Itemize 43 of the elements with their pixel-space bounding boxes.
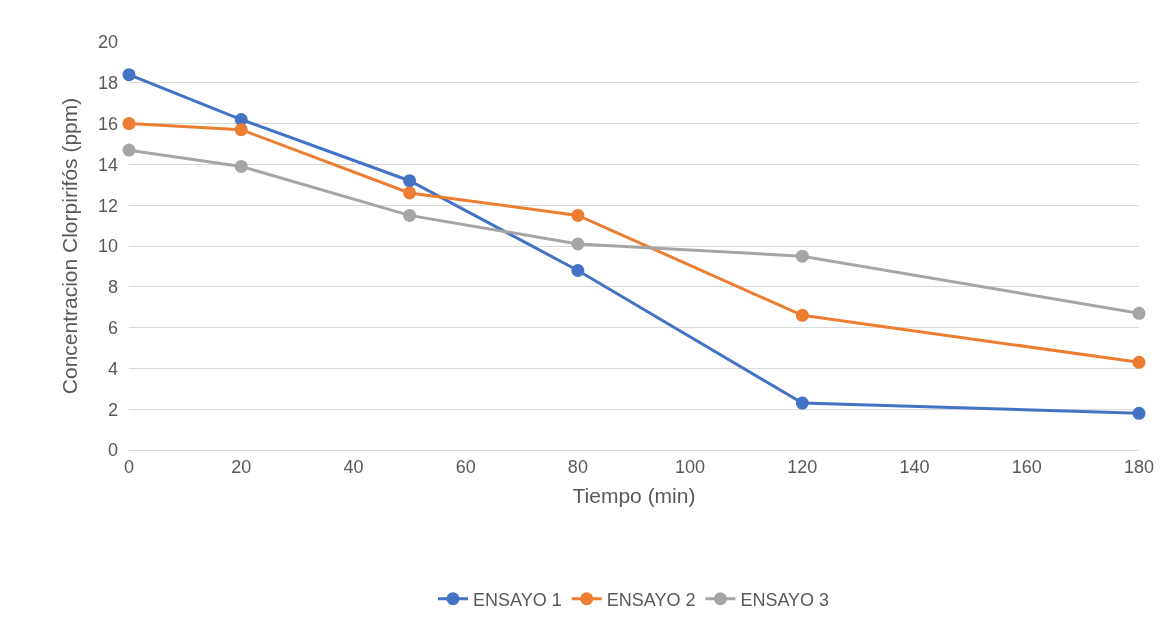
- point: [795, 249, 809, 263]
- y-axis-title: Concentracion Clorpirifós (ppm): [58, 97, 82, 395]
- legend-label: ENSAYO 1: [473, 589, 562, 610]
- point: [571, 237, 585, 251]
- y-tick-label: 2: [107, 399, 118, 420]
- point: [571, 263, 585, 277]
- x-tick-label: 160: [1011, 456, 1042, 477]
- legend-label: ENSAYO 3: [740, 589, 830, 610]
- legend-label: ENSAYO 2: [606, 589, 696, 610]
- point: [1132, 406, 1146, 420]
- x-tick-label: 80: [567, 456, 588, 477]
- point: [571, 208, 585, 222]
- point: [795, 308, 809, 322]
- x-tick-label: 20: [231, 456, 252, 477]
- point: [122, 143, 136, 157]
- x-tick-label: 140: [899, 456, 930, 477]
- y-tick-label: 14: [97, 154, 118, 175]
- y-tick-label: 6: [107, 317, 118, 338]
- x-tick-label: 120: [787, 456, 818, 477]
- point: [122, 117, 136, 131]
- point: [795, 396, 809, 410]
- point: [403, 208, 417, 222]
- y-tick-label: 0: [107, 440, 118, 461]
- point: [234, 123, 248, 137]
- x-tick-label: 40: [343, 456, 364, 477]
- x-tick-label: 0: [123, 456, 135, 477]
- x-axis-title: Tiempo (min): [572, 483, 696, 507]
- point: [403, 174, 417, 188]
- y-tick-label: 12: [97, 195, 118, 216]
- y-tick-label: 18: [97, 73, 118, 94]
- x-tick-label: 180: [1123, 456, 1155, 477]
- point: [1132, 306, 1146, 320]
- y-tick-label: 4: [107, 358, 118, 379]
- point: [1132, 355, 1146, 369]
- x-tick-label: 100: [675, 456, 706, 477]
- y-tick-label: 20: [97, 32, 118, 53]
- point: [234, 159, 248, 173]
- y-tick-label: 10: [97, 236, 118, 257]
- point: [122, 68, 136, 82]
- y-tick-label: 16: [97, 113, 118, 134]
- x-tick-label: 60: [455, 456, 476, 477]
- y-tick-label: 8: [107, 277, 118, 298]
- point: [403, 186, 417, 200]
